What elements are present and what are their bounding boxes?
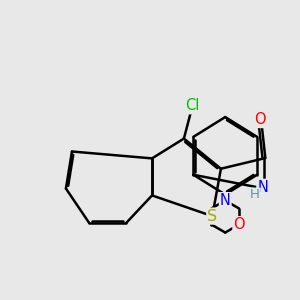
Text: N: N <box>220 193 231 208</box>
Text: O: O <box>254 112 266 127</box>
Text: N: N <box>257 180 268 195</box>
Text: S: S <box>207 208 218 224</box>
Text: Cl: Cl <box>185 98 200 113</box>
Text: O: O <box>233 217 245 232</box>
Text: H: H <box>250 188 260 202</box>
